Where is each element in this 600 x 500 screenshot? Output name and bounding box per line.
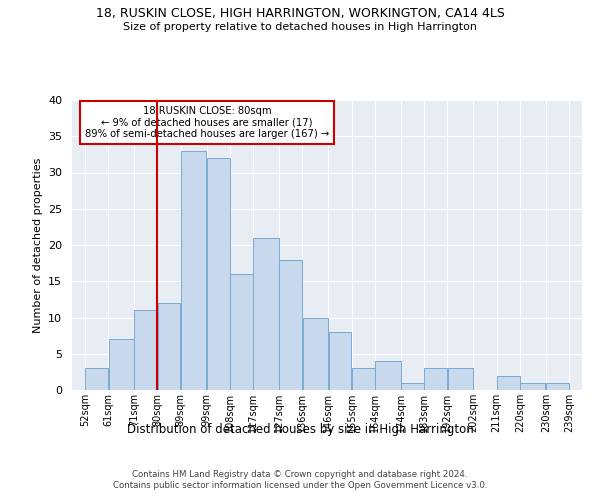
Bar bbox=[401, 383, 424, 390]
Text: 18 RUSKIN CLOSE: 80sqm
← 9% of detached houses are smaller (17)
89% of semi-deta: 18 RUSKIN CLOSE: 80sqm ← 9% of detached … bbox=[85, 106, 329, 139]
Bar bbox=[134, 310, 157, 390]
Bar bbox=[352, 368, 374, 390]
Bar bbox=[520, 383, 545, 390]
Text: Distribution of detached houses by size in High Harrington: Distribution of detached houses by size … bbox=[127, 422, 473, 436]
Bar bbox=[448, 368, 473, 390]
Text: Contains public sector information licensed under the Open Government Licence v3: Contains public sector information licen… bbox=[113, 481, 487, 490]
Bar bbox=[302, 318, 328, 390]
Bar bbox=[207, 158, 230, 390]
Text: Size of property relative to detached houses in High Harrington: Size of property relative to detached ho… bbox=[123, 22, 477, 32]
Text: Contains HM Land Registry data © Crown copyright and database right 2024.: Contains HM Land Registry data © Crown c… bbox=[132, 470, 468, 479]
Text: 18, RUSKIN CLOSE, HIGH HARRINGTON, WORKINGTON, CA14 4LS: 18, RUSKIN CLOSE, HIGH HARRINGTON, WORKI… bbox=[95, 8, 505, 20]
Bar bbox=[109, 339, 134, 390]
Bar bbox=[230, 274, 253, 390]
Bar bbox=[85, 368, 108, 390]
Bar bbox=[329, 332, 352, 390]
Bar bbox=[424, 368, 447, 390]
Bar bbox=[181, 151, 206, 390]
Bar bbox=[497, 376, 520, 390]
Bar bbox=[253, 238, 279, 390]
Bar bbox=[375, 361, 401, 390]
Bar bbox=[158, 303, 181, 390]
Bar bbox=[280, 260, 302, 390]
Y-axis label: Number of detached properties: Number of detached properties bbox=[32, 158, 43, 332]
Bar bbox=[546, 383, 569, 390]
